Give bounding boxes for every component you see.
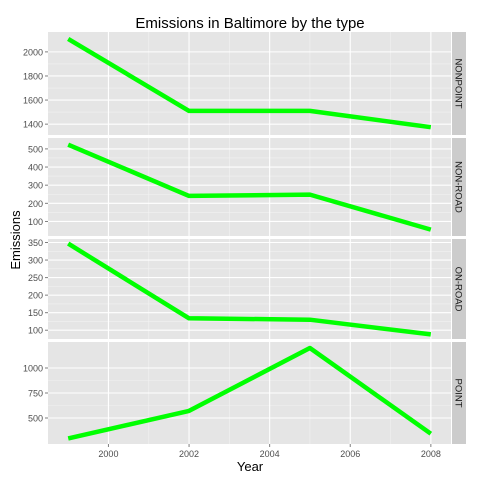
series-line: [67, 142, 432, 232]
y-tick-label: 100: [28, 217, 43, 227]
y-tick-label: 300: [28, 181, 43, 191]
panel-background: [48, 138, 451, 236]
y-tick-label: 350: [28, 238, 43, 248]
y-tick-label: 100: [28, 326, 43, 336]
panel-background: [48, 32, 451, 135]
panel-background: [48, 239, 451, 339]
series-line: [67, 241, 432, 337]
x-axis: 2000 2002 2004 2006 2008: [98, 444, 441, 459]
y-tick-label: 150: [28, 308, 43, 318]
x-tick-label: 2008: [421, 449, 441, 459]
y-tick-label: 500: [28, 144, 43, 154]
facet-non-road: 100 200 300 400 500 NON-ROAD: [28, 138, 466, 236]
y-tick-label: 1600: [23, 96, 43, 106]
facet-strip-label: NON-ROAD: [453, 161, 464, 213]
y-tick-label: 200: [28, 291, 43, 301]
facet-strip: [452, 239, 466, 339]
facet-point: 500 750 1000 POINT: [23, 342, 466, 444]
series-line: [67, 36, 432, 130]
y-tick-label: 1400: [23, 120, 43, 130]
x-axis-label: Year: [237, 459, 264, 474]
y-tick-label: 750: [28, 389, 43, 399]
y-tick-label: 500: [28, 414, 43, 424]
y-tick-label: 300: [28, 256, 43, 266]
x-tick-label: 2004: [260, 449, 280, 459]
facet-nonpoint: 1400 1600 1800 2000 NONPOINT: [23, 32, 466, 135]
y-axis-label: Emissions: [8, 210, 23, 270]
y-tick-label: 250: [28, 273, 43, 283]
y-tick-label: 400: [28, 163, 43, 173]
y-tick-label: 1000: [23, 364, 43, 374]
chart-title: Emissions in Baltimore by the type: [135, 15, 364, 32]
x-tick-label: 2002: [179, 449, 199, 459]
series-line: [67, 345, 433, 441]
facet-on-road: 100 150 200 250 300 350 ON-ROAD: [28, 238, 466, 339]
x-tick-label: 2006: [340, 449, 360, 459]
facet-panels: 1400 1600 1800 2000 NONPOINT 100 200 300 400 500 N…: [23, 32, 466, 444]
facet-strip-label: POINT: [453, 378, 464, 407]
facet-strip-label: NONPOINT: [453, 58, 464, 108]
facet-strip-label: ON-ROAD: [453, 267, 464, 312]
y-tick-label: 2000: [23, 47, 43, 57]
y-tick-label: 1800: [23, 71, 43, 81]
facet-strip: [452, 32, 466, 135]
facet-strip: [452, 138, 466, 236]
x-tick-label: 2000: [98, 449, 118, 459]
y-tick-label: 200: [28, 199, 43, 209]
facet-strip: [452, 342, 466, 444]
